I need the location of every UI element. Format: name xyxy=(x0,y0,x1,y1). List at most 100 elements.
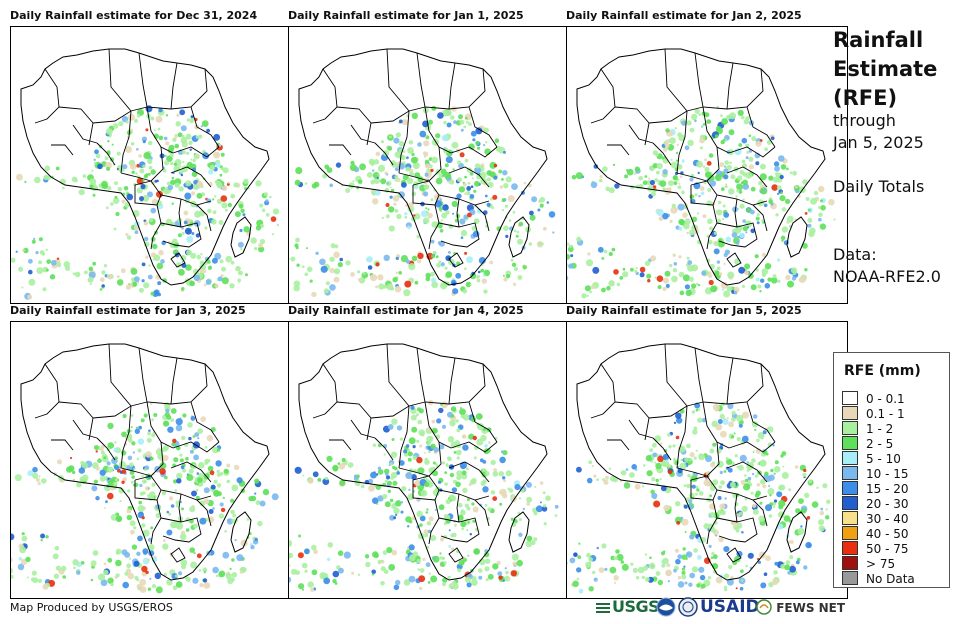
legend-label: 1 - 2 xyxy=(866,422,894,436)
legend-item: No Data xyxy=(842,571,915,586)
legend-swatch xyxy=(842,511,858,525)
legend-item: 2 - 5 xyxy=(842,436,893,451)
rainfall-map xyxy=(10,26,292,304)
side-title: Rainfall Estimate (RFE) xyxy=(833,26,963,113)
legend-label: 15 - 20 xyxy=(866,482,909,496)
panel-title: Daily Rainfall estimate for Jan 2, 2025 xyxy=(566,9,802,22)
rainfall-field xyxy=(289,105,556,298)
rainfall-map xyxy=(288,321,570,599)
country-borders xyxy=(312,343,498,563)
rainfall-field xyxy=(567,402,831,594)
africa-outline xyxy=(576,343,826,581)
madagascar-outline xyxy=(230,216,252,258)
usgs-logo: USGS xyxy=(596,597,660,619)
map-svg xyxy=(567,48,836,299)
legend-swatch xyxy=(842,526,858,540)
legend-label: 10 - 15 xyxy=(866,467,909,481)
legend-item: > 75 xyxy=(842,556,895,571)
side-title-line: Rainfall xyxy=(833,28,924,52)
map-svg xyxy=(11,343,279,594)
panel-title: Daily Rainfall estimate for Jan 1, 2025 xyxy=(288,9,524,22)
country-borders xyxy=(34,343,220,563)
rainfall-field xyxy=(11,402,279,594)
map-panel-3: Daily Rainfall estimate for Jan 2, 2025 xyxy=(566,8,848,304)
noaa-logo xyxy=(656,597,676,619)
africa-outline xyxy=(298,343,548,581)
legend-item: 30 - 40 xyxy=(842,511,909,526)
legend-swatch xyxy=(842,451,858,465)
map-panel-6: Daily Rainfall estimate for Jan 5, 2025 xyxy=(566,303,848,599)
legend-swatch xyxy=(842,571,858,585)
map-panel-5: Daily Rainfall estimate for Jan 4, 2025 xyxy=(288,303,570,599)
through-label: through xyxy=(833,111,896,130)
country-borders xyxy=(312,48,498,268)
legend-item: 20 - 30 xyxy=(842,496,909,511)
madagascar-outline xyxy=(786,216,808,258)
data-label: Data: xyxy=(833,245,877,264)
map-panel-1: Daily Rainfall estimate for Dec 31, 2024 xyxy=(10,8,292,304)
map-svg xyxy=(289,343,559,592)
side-title-line: Estimate xyxy=(833,57,938,81)
legend-label: 30 - 40 xyxy=(866,512,909,526)
map-panel-2: Daily Rainfall estimate for Jan 1, 2025 xyxy=(288,8,570,304)
rainfall-field xyxy=(11,105,280,300)
legend-title: RFE (mm) xyxy=(844,363,921,379)
legend-swatch xyxy=(842,406,858,420)
legend-label: 20 - 30 xyxy=(866,497,909,511)
map-credit: Map Produced by USGS/EROS xyxy=(10,601,173,614)
side-title-line: (RFE) xyxy=(833,86,898,110)
legend-swatch xyxy=(842,391,858,405)
totals-label: Daily Totals xyxy=(833,177,925,196)
panel-title: Daily Rainfall estimate for Jan 4, 2025 xyxy=(288,304,524,317)
country-borders xyxy=(34,48,220,268)
map-svg xyxy=(11,48,280,300)
legend-item: 40 - 50 xyxy=(842,526,909,541)
africa-outline xyxy=(20,48,270,286)
legend-label: No Data xyxy=(866,572,915,586)
madagascar-outline xyxy=(786,511,808,553)
legend-swatch xyxy=(842,466,858,480)
rainfall-map xyxy=(288,26,570,304)
legend-label: 2 - 5 xyxy=(866,437,894,451)
data-source: NOAA-RFE2.0 xyxy=(833,267,941,286)
legend-swatch xyxy=(842,421,858,435)
fewsnet-logo: FEWS NET xyxy=(756,597,845,619)
map-svg xyxy=(567,343,831,594)
panel-title: Daily Rainfall estimate for Jan 3, 2025 xyxy=(10,304,246,317)
legend-item: 0 - 0.1 xyxy=(842,391,905,406)
panel-title: Daily Rainfall estimate for Jan 5, 2025 xyxy=(566,304,802,317)
madagascar-outline xyxy=(508,511,530,553)
madagascar-outline xyxy=(230,511,252,553)
rainfall-field xyxy=(567,105,836,299)
legend-item: 5 - 10 xyxy=(842,451,901,466)
legend-label: 0.1 - 1 xyxy=(866,407,905,421)
legend-swatch xyxy=(842,496,858,510)
dos-seal-logo xyxy=(678,597,698,619)
legend-item: 50 - 75 xyxy=(842,541,909,556)
legend-label: 50 - 75 xyxy=(866,542,909,556)
legend-label: 5 - 10 xyxy=(866,452,901,466)
usaid-logo: USAID xyxy=(700,597,760,617)
africa-outline xyxy=(576,48,826,286)
country-borders xyxy=(590,343,776,563)
africa-outline xyxy=(298,48,548,286)
legend-swatch xyxy=(842,436,858,450)
africa-outline xyxy=(20,343,270,581)
legend-item: 0.1 - 1 xyxy=(842,406,905,421)
rainfall-map xyxy=(10,321,292,599)
rainfall-map xyxy=(566,26,848,304)
legend-item: 1 - 2 xyxy=(842,421,893,436)
legend-item: 10 - 15 xyxy=(842,466,909,481)
legend-item: 15 - 20 xyxy=(842,481,909,496)
legend-swatch xyxy=(842,556,858,570)
legend-label: 40 - 50 xyxy=(866,527,909,541)
rainfall-map xyxy=(566,321,848,599)
legend-label: 0 - 0.1 xyxy=(866,392,905,406)
map-svg xyxy=(289,48,556,298)
legend-swatch xyxy=(842,481,858,495)
legend-label: > 75 xyxy=(866,557,896,571)
country-borders xyxy=(590,48,776,268)
legend-swatch xyxy=(842,541,858,555)
map-panel-4: Daily Rainfall estimate for Jan 3, 2025 xyxy=(10,303,292,599)
